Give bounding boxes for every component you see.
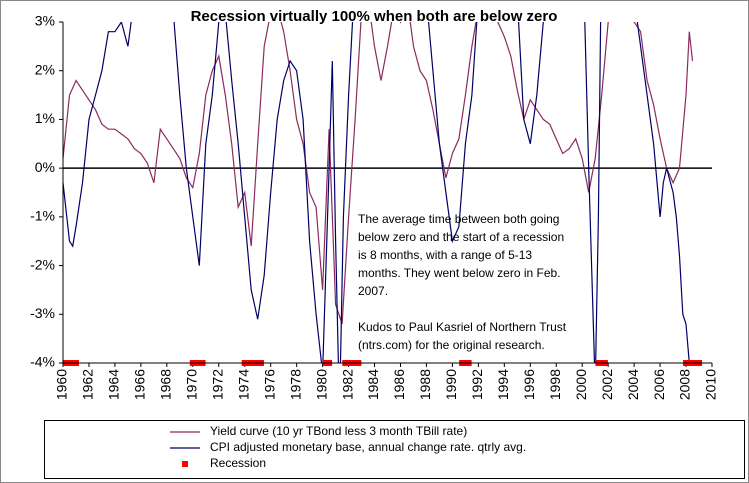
annotation-line: (ntrs.com) for the original research. <box>358 338 545 352</box>
chart-title: Recession virtually 100% when both are b… <box>191 8 558 25</box>
x-tick-label: 1960 <box>54 369 70 400</box>
y-tick-label: 2% <box>35 61 55 77</box>
x-tick-label: 2002 <box>599 369 615 400</box>
x-tick-label: 1990 <box>443 369 459 400</box>
annotation-line: Kudos to Paul Kasriel of Northern Trust <box>358 320 567 334</box>
x-tick-label: 2000 <box>573 369 589 400</box>
x-tick-label: 1996 <box>521 369 537 400</box>
x-tick-label: 1998 <box>547 369 563 400</box>
y-tick-label: -4% <box>30 354 55 370</box>
annotation-line: The average time between both going <box>358 212 559 226</box>
x-tick-label: 1980 <box>313 369 329 400</box>
x-tick-label: 2004 <box>625 369 641 400</box>
x-tick-label: 1984 <box>365 369 381 400</box>
x-tick-label: 1966 <box>132 369 148 400</box>
series-line <box>63 22 694 325</box>
x-tick-label: 2010 <box>703 369 719 400</box>
y-tick-label: 1% <box>35 110 55 126</box>
plot-area <box>63 22 694 363</box>
annotation-line: is 8 months, with a range of 5-13 <box>358 248 532 262</box>
x-tick-label: 1964 <box>106 369 122 400</box>
series-line <box>63 22 690 363</box>
legend-box <box>44 420 745 479</box>
y-tick-label: -2% <box>30 256 55 272</box>
x-tick-label: 1992 <box>469 369 485 400</box>
x-tick-label: 1972 <box>209 369 225 400</box>
legend-label: Yield curve (10 yr TBond less 3 month TB… <box>210 424 467 438</box>
legend-swatch <box>182 461 188 467</box>
x-tick-label: 1974 <box>235 369 251 400</box>
y-tick-label: 0% <box>35 159 55 175</box>
x-tick-label: 1994 <box>495 369 511 400</box>
x-tick-label: 1986 <box>391 369 407 400</box>
x-tick-label: 2006 <box>651 369 667 400</box>
x-tick-label: 1978 <box>287 369 303 400</box>
x-tick-label: 1970 <box>184 369 200 400</box>
x-tick-label: 1976 <box>261 369 277 400</box>
annotation-line: below zero and the start of a recession <box>358 230 564 244</box>
y-tick-label: 3% <box>35 13 55 29</box>
y-tick-label: -3% <box>30 305 55 321</box>
x-tick-label: 2008 <box>677 369 693 400</box>
y-tick-label: -1% <box>30 208 55 224</box>
x-tick-label: 1988 <box>417 369 433 400</box>
annotation-line: months. They went below zero in Feb. <box>358 266 561 280</box>
annotation-line: 2007. <box>358 284 388 298</box>
legend-label: Recession <box>210 456 266 470</box>
x-tick-label: 1968 <box>158 369 174 400</box>
x-tick-label: 1982 <box>339 369 355 400</box>
legend-label: CPI adjusted monetary base, annual chang… <box>210 440 526 454</box>
x-tick-label: 1962 <box>80 369 96 400</box>
